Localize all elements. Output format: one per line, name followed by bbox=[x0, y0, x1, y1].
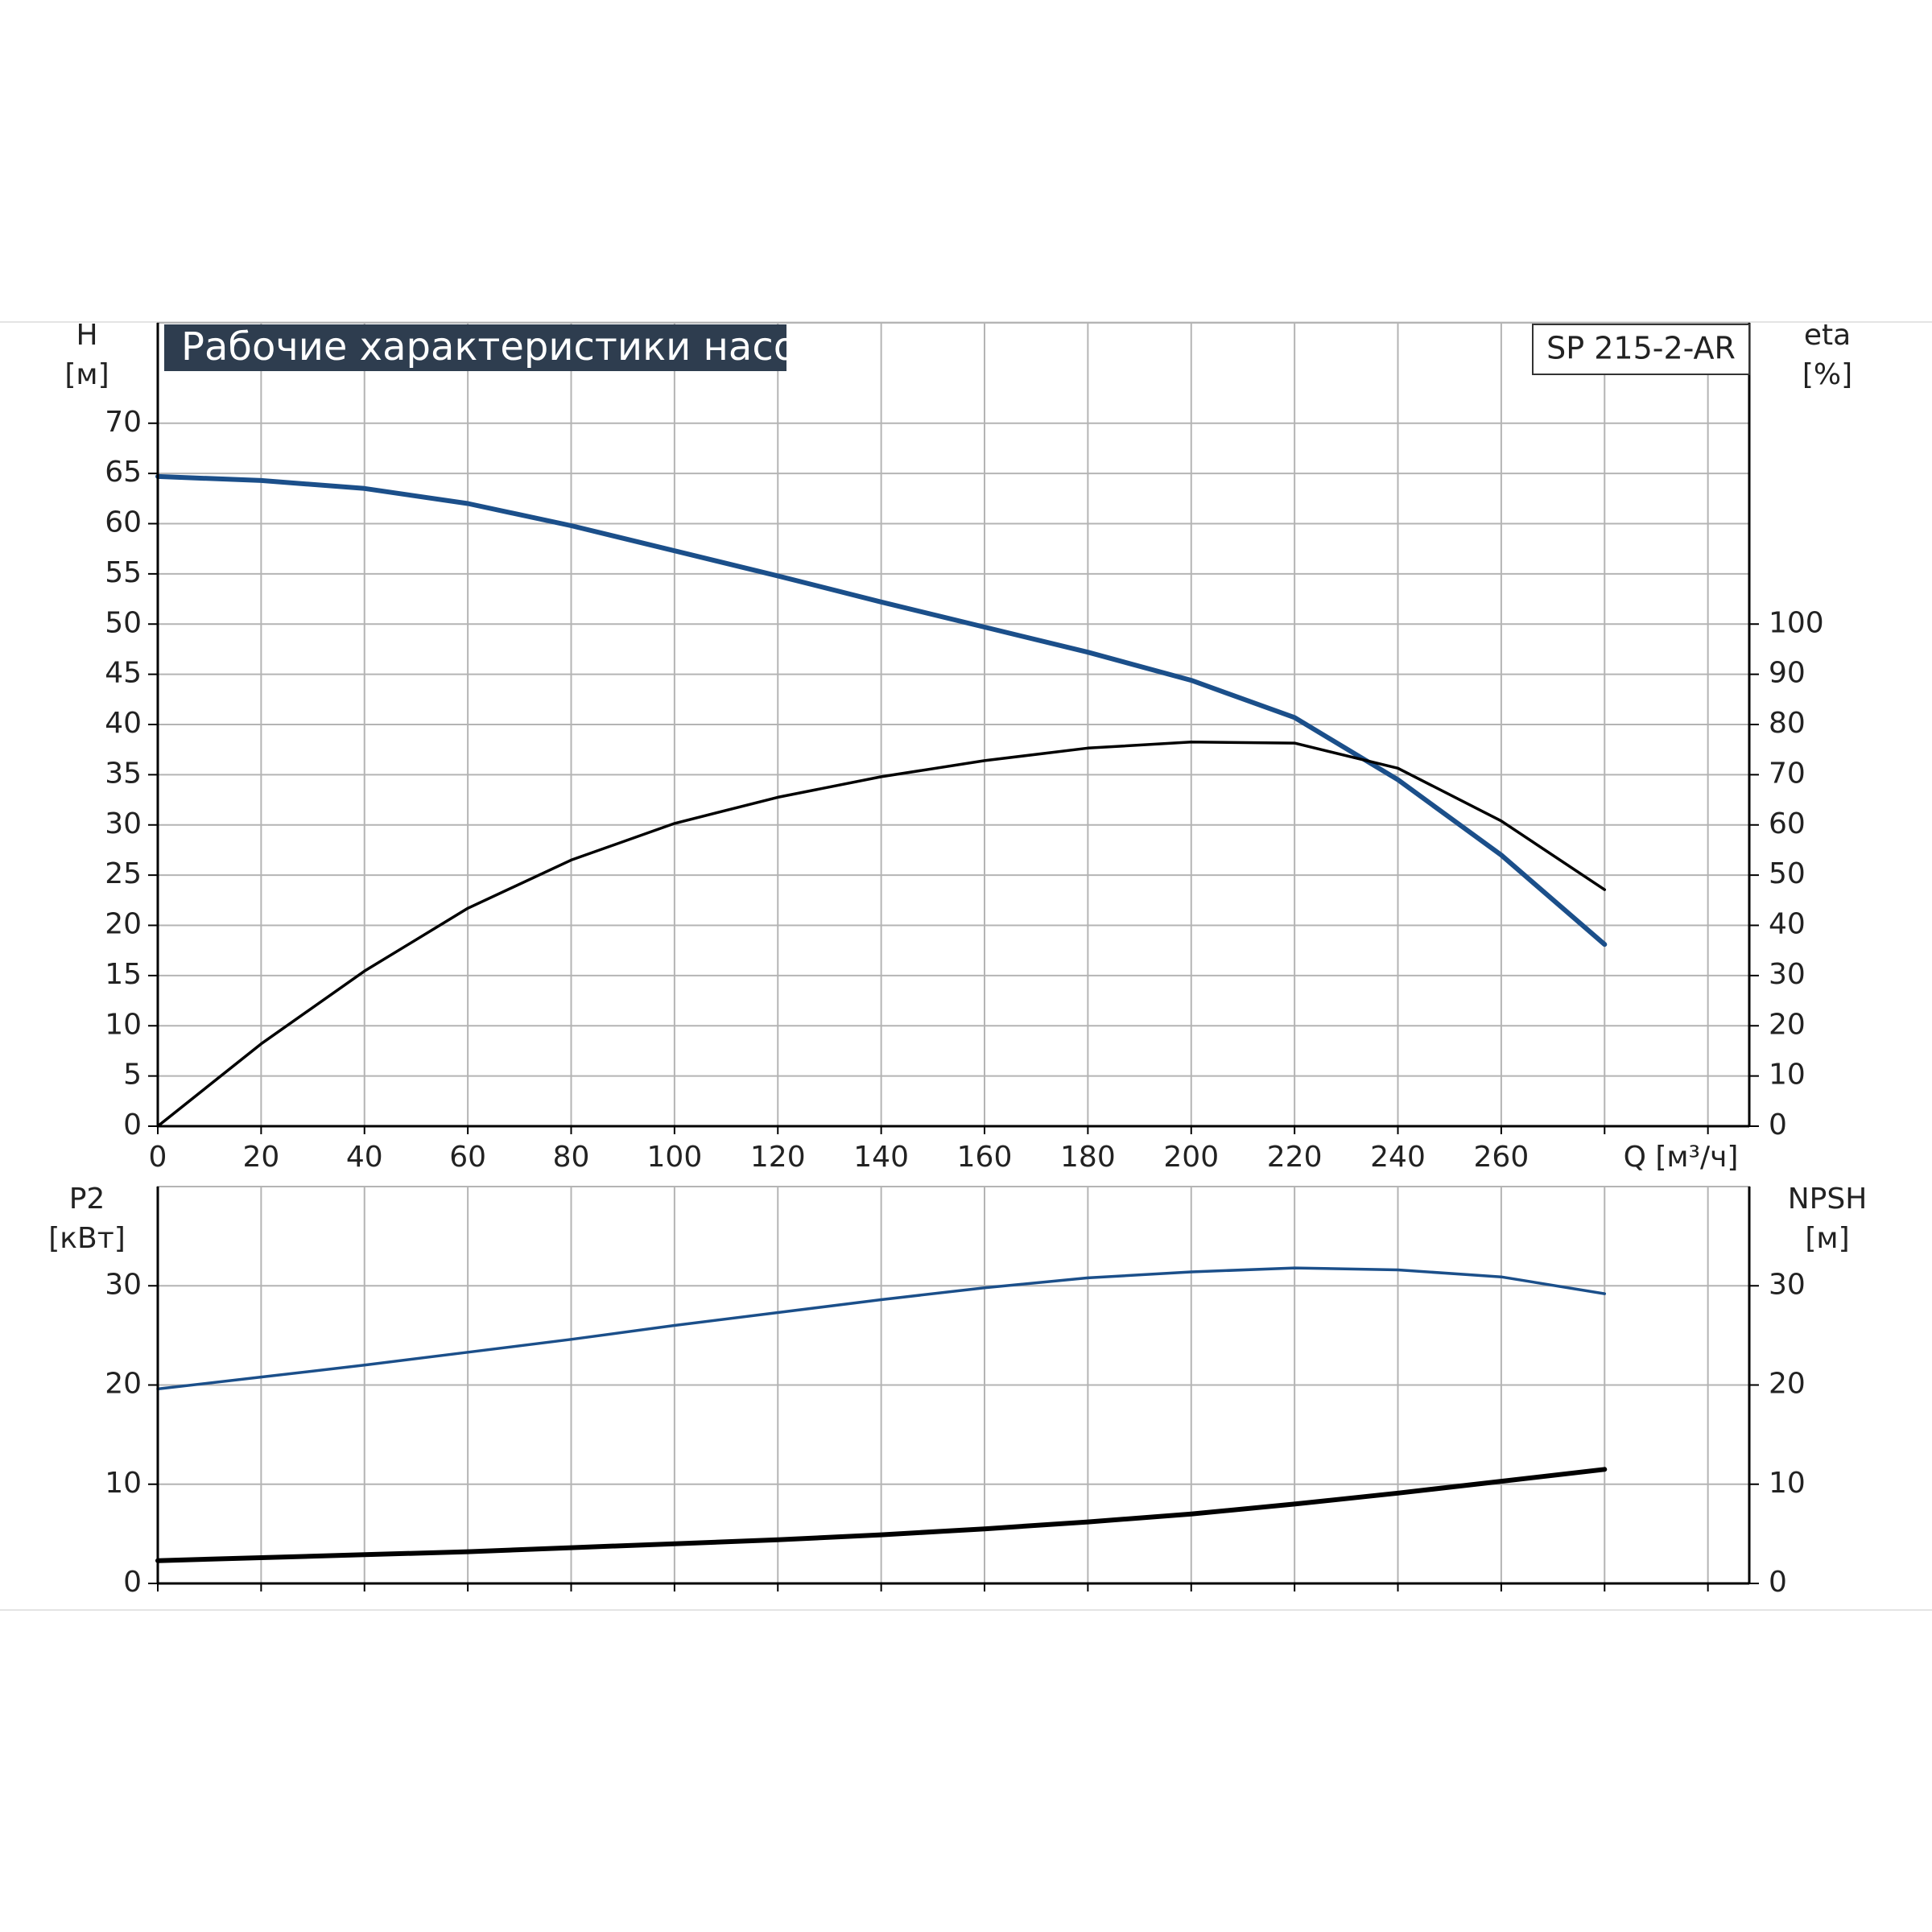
y-tick-label: 10 bbox=[105, 1008, 142, 1041]
y2-tick-label: 30 bbox=[1769, 1268, 1806, 1301]
x-tick-label: 80 bbox=[553, 1141, 590, 1174]
y-tick-label: 55 bbox=[105, 556, 142, 589]
y-tick-label: 65 bbox=[105, 456, 142, 489]
series-line bbox=[156, 741, 1607, 1128]
y2-tick-label: 0 bbox=[1769, 1566, 1787, 1599]
x-tick-label: 40 bbox=[346, 1141, 383, 1174]
y-axis-unit: [м] bbox=[64, 358, 109, 391]
x-tick-label: 180 bbox=[1060, 1141, 1116, 1174]
series-line bbox=[155, 1467, 1608, 1563]
y-tick-label: 20 bbox=[105, 908, 142, 941]
y-tick-label: 15 bbox=[105, 958, 142, 991]
y2-tick-label: 30 bbox=[1769, 958, 1806, 991]
y-tick-label: 35 bbox=[105, 757, 142, 790]
x-tick-label: 0 bbox=[149, 1141, 167, 1174]
x-axis-label: Q [м³/ч] bbox=[1624, 1141, 1739, 1174]
y-tick-label: 70 bbox=[105, 406, 142, 439]
y2-axis-label: eta bbox=[1804, 319, 1851, 352]
x-tick-label: 140 bbox=[853, 1141, 909, 1174]
y2-tick-label: 70 bbox=[1769, 757, 1806, 790]
y-tick-label: 20 bbox=[105, 1368, 142, 1401]
x-tick-label: 220 bbox=[1267, 1141, 1323, 1174]
y-tick-label: 30 bbox=[105, 1268, 142, 1301]
x-tick-label: 60 bbox=[449, 1141, 486, 1174]
y-tick-label: 50 bbox=[105, 606, 142, 639]
x-tick-label: 260 bbox=[1474, 1141, 1530, 1174]
y2-tick-label: 90 bbox=[1769, 657, 1806, 690]
series-line bbox=[156, 1266, 1607, 1391]
y2-tick-label: 10 bbox=[1769, 1467, 1806, 1500]
y2-tick-label: 0 bbox=[1769, 1108, 1787, 1141]
x-tick-label: 240 bbox=[1370, 1141, 1426, 1174]
model-box bbox=[1532, 324, 1750, 375]
y2-tick-label: 20 bbox=[1769, 1368, 1806, 1401]
y-tick-label: 60 bbox=[105, 506, 142, 539]
title-box bbox=[164, 324, 786, 371]
y-axis-label: H bbox=[76, 319, 97, 352]
y2-tick-label: 40 bbox=[1769, 908, 1806, 941]
y2-tick-label: 10 bbox=[1769, 1059, 1806, 1092]
model-label: SP 215-2-AR bbox=[1546, 331, 1736, 366]
y-axis-unit: [кВт] bbox=[48, 1222, 126, 1255]
y2-axis-unit: [м] bbox=[1805, 1222, 1849, 1255]
y2-axis-unit: [%] bbox=[1802, 358, 1852, 391]
y2-tick-label: 50 bbox=[1769, 857, 1806, 890]
x-tick-label: 120 bbox=[750, 1141, 806, 1174]
chart-title: Рабочие характеристики насоса bbox=[181, 324, 842, 369]
y2-tick-label: 60 bbox=[1769, 807, 1806, 840]
y-tick-label: 30 bbox=[105, 807, 142, 840]
y-axis-label: P2 bbox=[69, 1183, 105, 1216]
x-tick-label: 200 bbox=[1163, 1141, 1219, 1174]
y-tick-label: 0 bbox=[123, 1108, 142, 1141]
y2-tick-label: 20 bbox=[1769, 1008, 1806, 1041]
x-tick-label: 160 bbox=[957, 1141, 1013, 1174]
y-tick-label: 45 bbox=[105, 657, 142, 690]
y-tick-label: 25 bbox=[105, 857, 142, 890]
y2-tick-label: 80 bbox=[1769, 707, 1806, 740]
x-tick-label: 20 bbox=[242, 1141, 279, 1174]
y2-tick-label: 100 bbox=[1769, 606, 1824, 639]
y2-axis-label: NPSH bbox=[1788, 1183, 1868, 1216]
y-tick-label: 40 bbox=[105, 707, 142, 740]
y-tick-label: 10 bbox=[105, 1467, 142, 1500]
x-tick-label: 100 bbox=[647, 1141, 703, 1174]
y-tick-label: 0 bbox=[123, 1566, 142, 1599]
y-tick-label: 5 bbox=[123, 1059, 142, 1092]
